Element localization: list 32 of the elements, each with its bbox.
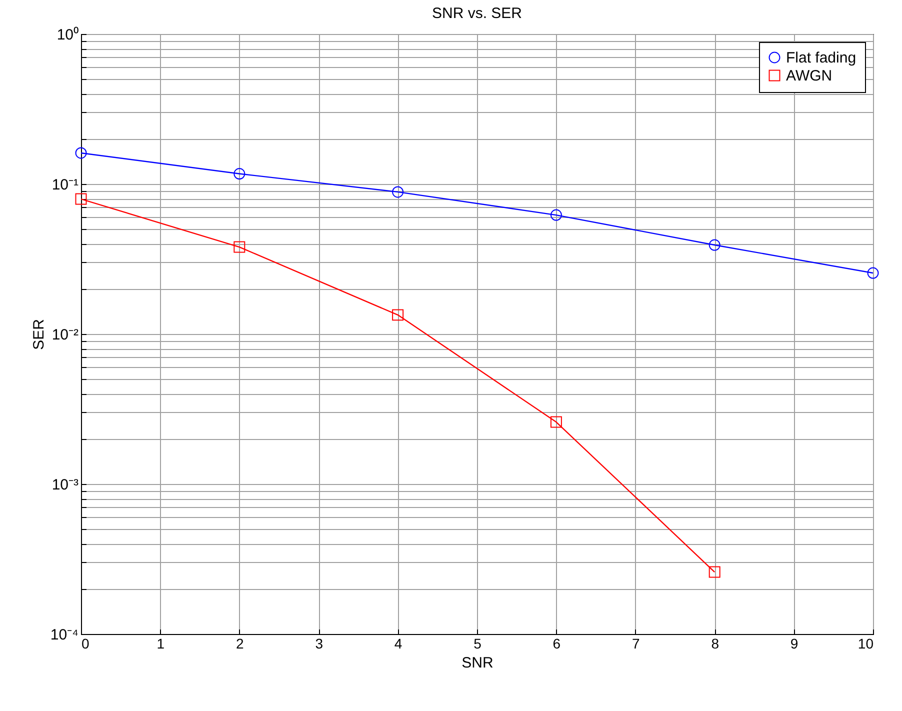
x-tick-label: 4 [394, 636, 402, 652]
x-tick-label: 1 [156, 636, 165, 652]
point [867, 267, 879, 279]
y-axis-title: SER [30, 318, 48, 350]
x-tick-label: 9 [790, 636, 798, 652]
chart-title: SNR vs. SER [432, 5, 522, 22]
point [708, 566, 720, 578]
y-tick-label: 10⁻¹ [52, 176, 78, 194]
legend-label: Flat fading [786, 50, 856, 66]
x-axis-title: SNR [462, 654, 494, 672]
point [234, 168, 246, 180]
x-tick-label: 0 [82, 636, 90, 652]
y-tick-label: 10⁰ [56, 26, 78, 44]
y-tick-label: 10⁻⁴ [50, 626, 78, 644]
point [75, 147, 87, 159]
point [550, 416, 562, 428]
x-tick-label: 5 [474, 636, 482, 652]
legend-label: AWGN [786, 68, 832, 84]
point [392, 186, 404, 198]
point [708, 239, 720, 251]
x-tick-label: 3 [315, 636, 324, 652]
y-tick-label: 10⁻³ [52, 476, 78, 494]
point [234, 241, 246, 253]
x-tick-label: 8 [711, 636, 720, 652]
x-tick-label: 7 [632, 636, 640, 652]
x-tick-label: 2 [236, 636, 244, 652]
point [550, 209, 562, 221]
x-tick-label: 10 [858, 636, 874, 652]
x-tick-label: 6 [552, 636, 561, 652]
point [75, 193, 87, 205]
point [392, 309, 404, 321]
y-tick-label: 10⁻² [52, 326, 78, 344]
